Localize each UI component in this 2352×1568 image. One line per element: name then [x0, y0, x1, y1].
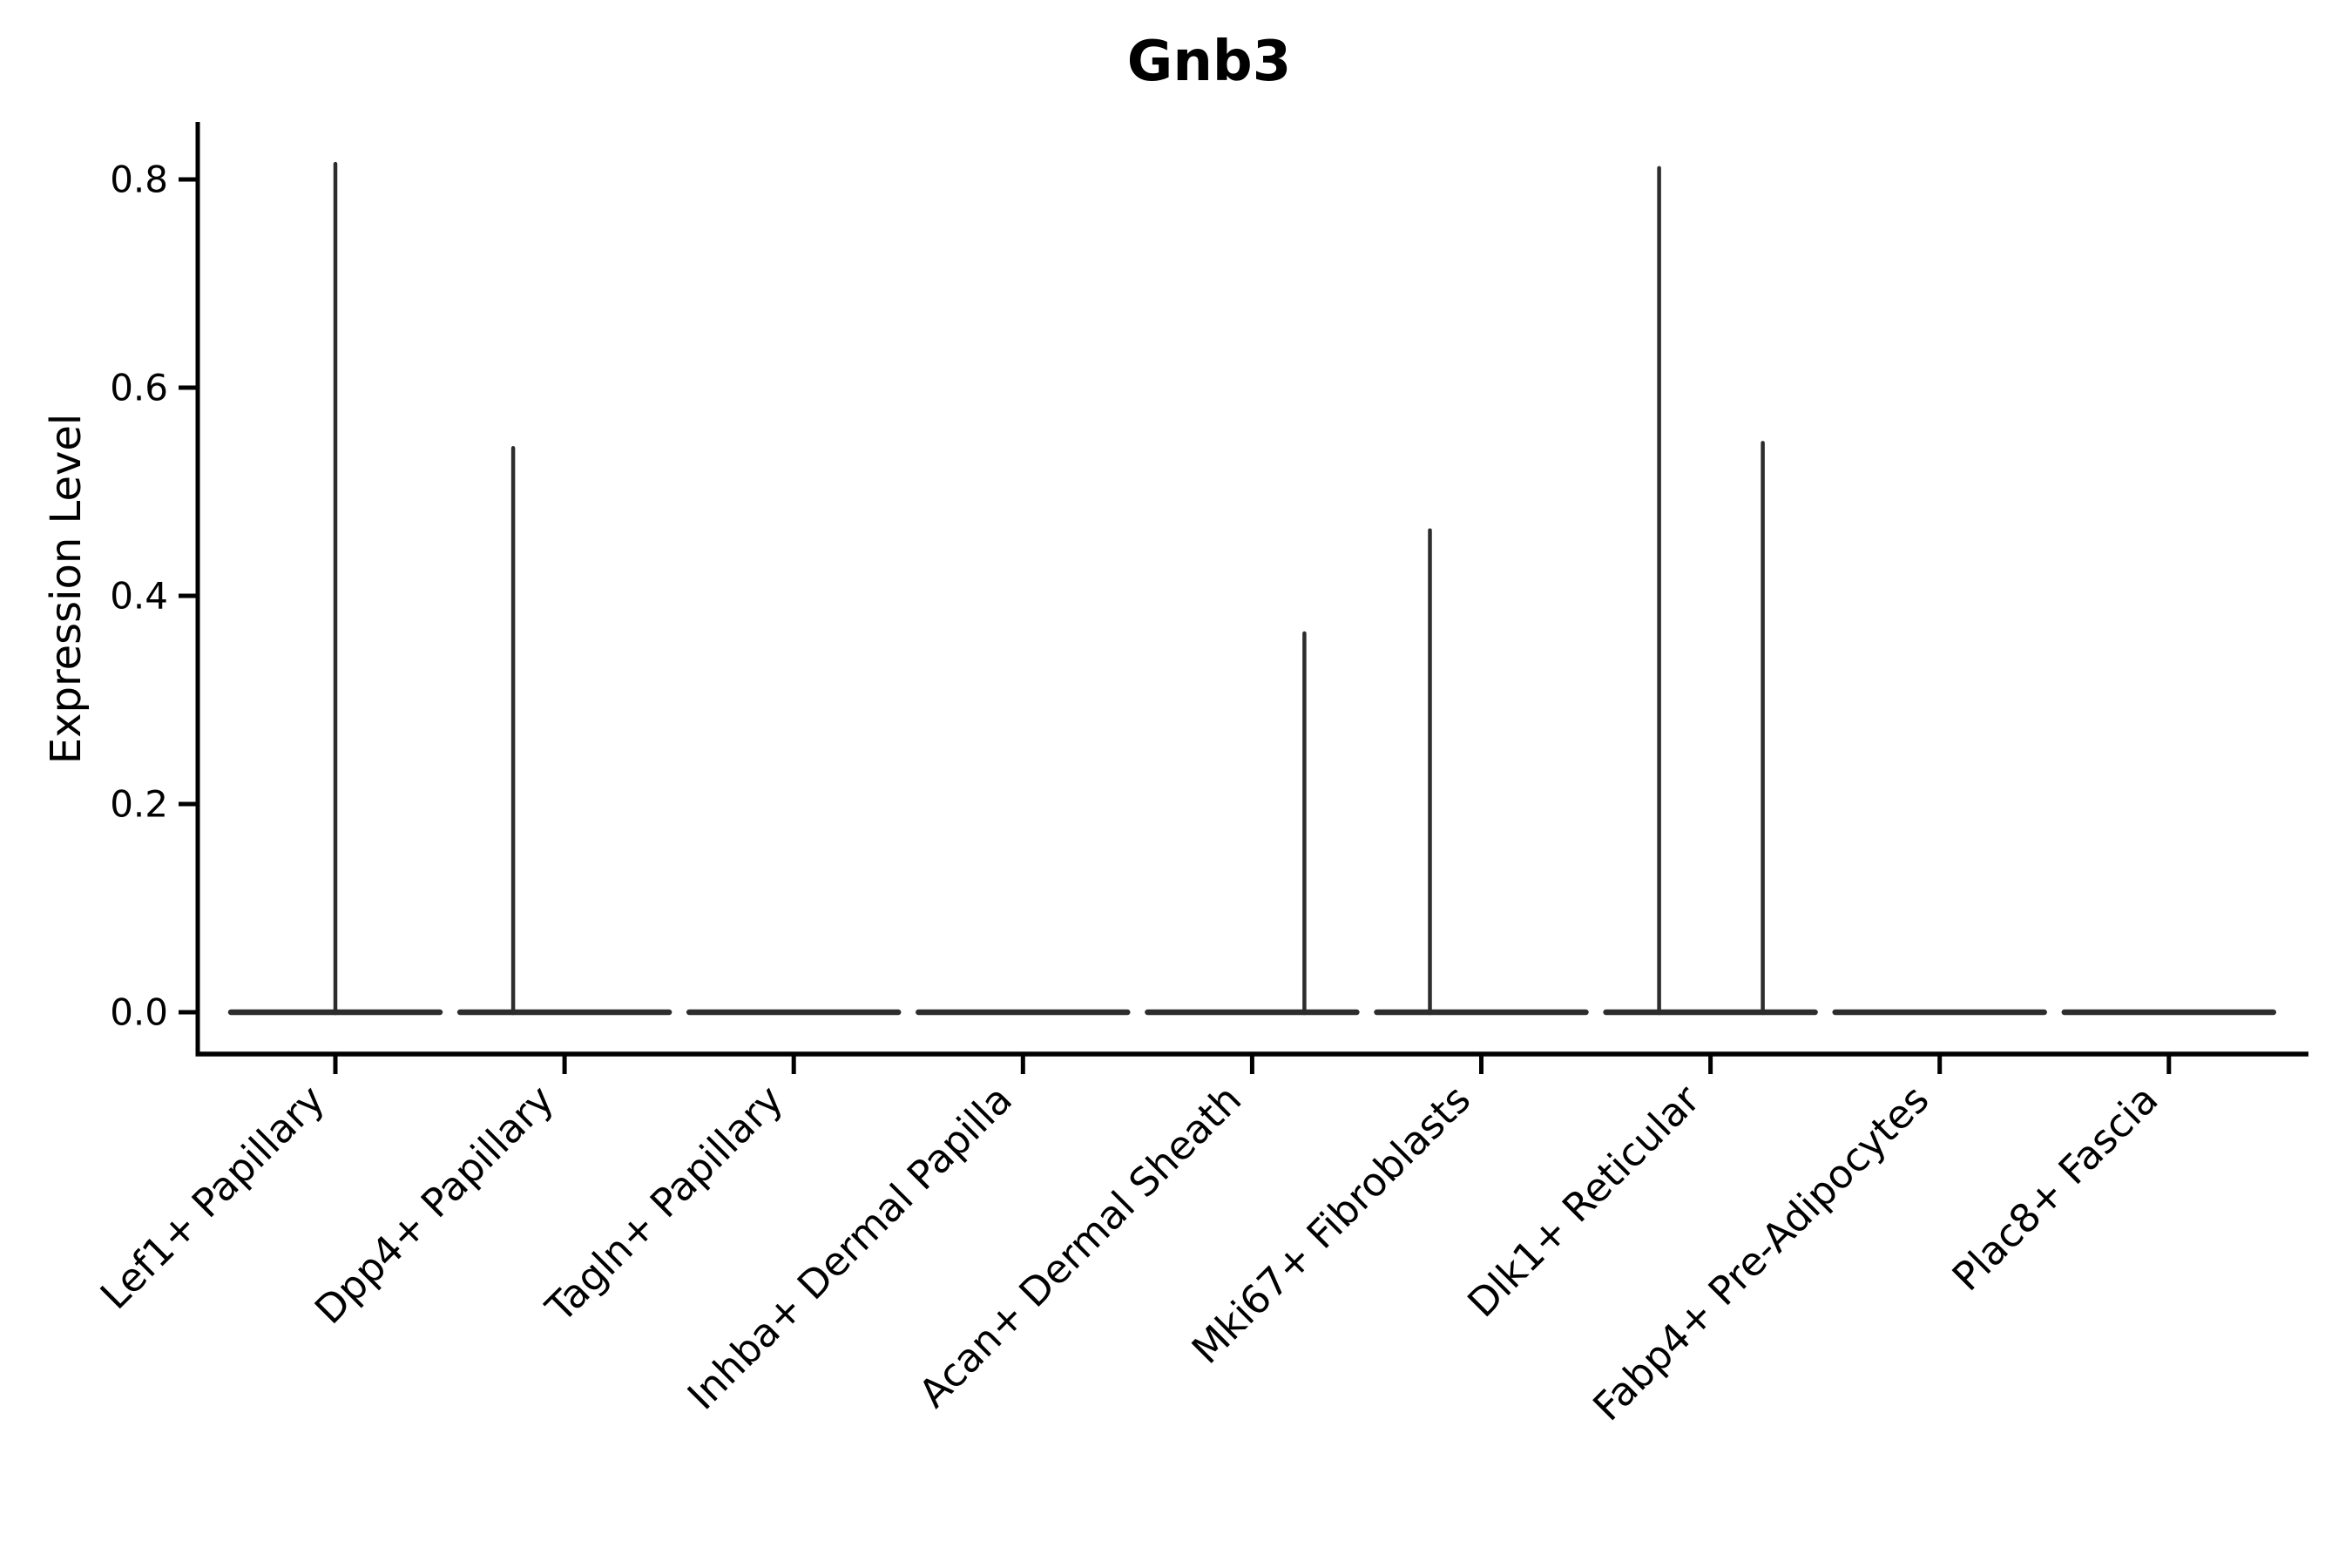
plot-title: Gnb3	[1126, 30, 1292, 94]
x-tick-label: Dlk1+ Reticular	[1458, 1076, 1708, 1326]
y-tick-label: 0.6	[110, 367, 168, 409]
x-tick-label: Tagln+ Papillary	[537, 1076, 792, 1331]
x-tick-label: Dpp4+ Papillary	[306, 1076, 563, 1333]
y-tick-label: 0.0	[110, 991, 168, 1034]
x-tick-label: Plac8+ Fascia	[1943, 1076, 2167, 1300]
x-tick-label: Lef1+ Papillary	[91, 1076, 334, 1318]
y-tick-label: 0.2	[110, 783, 168, 826]
y-axis-title: Expression Level	[42, 413, 91, 765]
y-tick-label: 0.4	[110, 575, 168, 618]
y-tick-label: 0.8	[110, 159, 168, 201]
